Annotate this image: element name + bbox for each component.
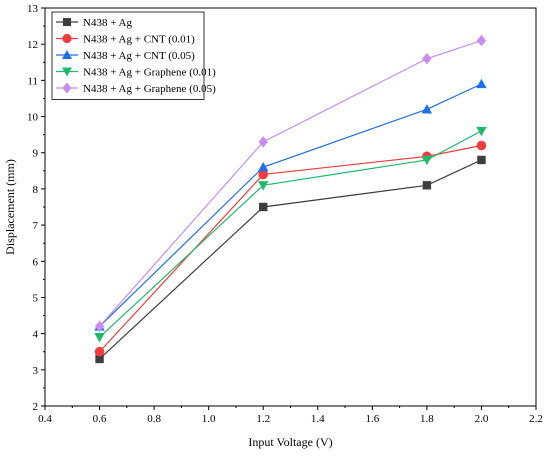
x-tick-label: 0.6	[93, 413, 107, 425]
data-point	[259, 202, 268, 212]
series-line	[99, 130, 482, 338]
data-point	[422, 52, 432, 65]
series-4	[94, 126, 487, 343]
data-point	[477, 155, 486, 165]
x-tick-label: 0.8	[147, 413, 161, 425]
data-point	[476, 140, 487, 151]
data-point	[258, 169, 269, 180]
data-point	[258, 162, 269, 172]
legend-label: N438 + Ag	[83, 17, 132, 29]
y-tick-label: 11	[27, 75, 38, 87]
x-tick-label: 1.2	[256, 413, 270, 425]
y-tick-label: 10	[27, 112, 39, 124]
series-2	[94, 140, 487, 357]
series-5	[94, 34, 487, 333]
legend-label: N438 + Ag + Graphene (0.05)	[83, 83, 216, 95]
series-3	[94, 78, 487, 331]
data-point	[258, 136, 268, 148]
series-line	[99, 39, 482, 327]
y-tick-label: 2	[33, 401, 39, 413]
x-tick-label: 2.2	[529, 413, 543, 425]
y-tick-label: 6	[33, 256, 39, 268]
data-point	[94, 346, 105, 357]
y-tick-label: 7	[33, 220, 39, 232]
data-point	[476, 126, 487, 137]
x-tick-label: 1.8	[420, 413, 434, 425]
data-point	[476, 34, 487, 47]
x-tick-label: 1.6	[365, 413, 379, 425]
legend-label: N438 + Ag + CNT (0.05)	[83, 50, 195, 62]
data-point	[421, 155, 433, 166]
legend-marker	[63, 18, 71, 26]
series-1	[95, 155, 486, 364]
legend-marker	[62, 82, 72, 94]
x-tick-label: 1.0	[202, 413, 216, 425]
y-tick-label: 5	[33, 292, 39, 304]
legend-label: N438 + Ag + Graphene (0.01)	[83, 67, 216, 79]
legend-marker	[62, 50, 72, 59]
series-line	[99, 159, 482, 360]
data-point	[476, 78, 487, 89]
data-point	[258, 181, 269, 191]
y-tick-label: 4	[33, 329, 39, 341]
legend-marker	[62, 67, 72, 77]
data-point	[421, 104, 433, 114]
y-tick-label: 3	[33, 365, 39, 377]
legend-box	[51, 11, 205, 100]
y-tick-label: 9	[33, 148, 39, 160]
y-tick-label: 12	[27, 39, 38, 51]
legend-label: N438 + Ag + CNT (0.01)	[83, 34, 195, 46]
x-axis-label: Input Voltage (V)	[248, 435, 332, 449]
legend: N438 + Ag N438 + Ag + CNT (0.01) N438 + Ag…	[51, 11, 216, 100]
data-point	[422, 181, 432, 190]
series-layer	[94, 34, 487, 364]
y-tick-label: 13	[27, 3, 39, 15]
y-tick-label: 8	[33, 184, 39, 196]
x-tick-label: 2.0	[475, 413, 489, 425]
data-point	[94, 333, 105, 343]
legend-marker	[62, 33, 72, 44]
series-line	[99, 83, 482, 327]
series-line	[99, 144, 482, 353]
x-tick-label: 1.4	[311, 413, 325, 425]
y-axis-label: Displacement (mm)	[3, 159, 17, 255]
data-point	[94, 320, 105, 333]
axis-ticks: 0.4 0.6 0.8 1.0 1.2 1.4 1.6 1.8 2.0 2.2 2 3 4 5 6 7 8 9 10…	[27, 3, 543, 425]
x-tick-label: 0.4	[38, 413, 52, 425]
data-point	[95, 354, 104, 364]
